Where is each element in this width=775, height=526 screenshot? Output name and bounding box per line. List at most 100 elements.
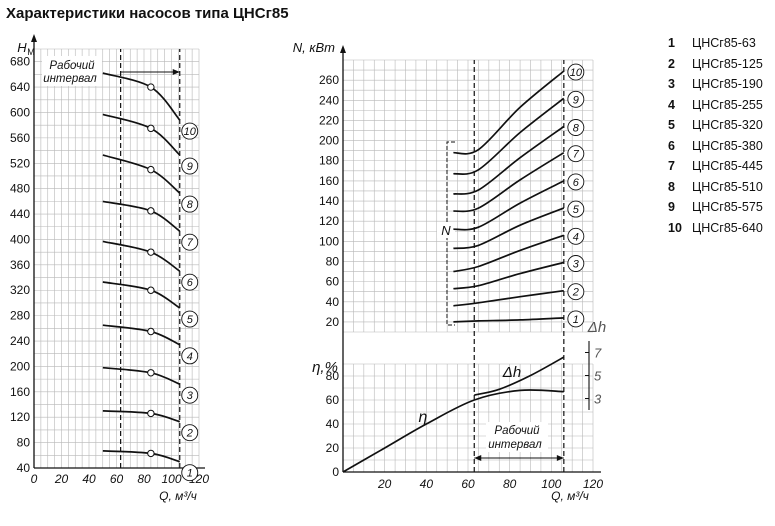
h-curve (102, 450, 181, 463)
rated-point (147, 286, 155, 294)
working-interval-arrowhead (172, 69, 180, 75)
legend-item: 9 ЦНСг85-575 (668, 200, 773, 221)
y-tick-label: 120 (319, 214, 339, 228)
legend-name: ЦНСг85-510 (692, 179, 763, 194)
legend-num: 6 (668, 138, 675, 153)
y-axis-arrow (31, 34, 37, 42)
working-interval-arrowhead (556, 455, 564, 461)
curve-number-badge (181, 273, 199, 291)
curve-number-label: 9 (573, 94, 579, 106)
curve-number-badge (567, 200, 585, 218)
x-axis-label: Q, м³/ч (159, 489, 197, 503)
curve-number-label: 5 (573, 204, 580, 216)
curve-number-badge (567, 283, 585, 301)
y-axis-label: H (17, 40, 27, 55)
curve-number-label: 1 (187, 468, 193, 480)
x-tick-label: 80 (503, 477, 517, 491)
power-curve (453, 317, 564, 323)
curve-number-label: 4 (187, 351, 193, 363)
curve-number-label: 5 (187, 314, 194, 326)
h-curve (102, 240, 181, 272)
power-curve (453, 125, 565, 195)
curve-number-badge (181, 464, 199, 482)
curve-number-badge (181, 386, 199, 404)
legend-num: 2 (668, 56, 675, 71)
y-tick-label: 40 (326, 417, 340, 431)
h-curve (102, 281, 181, 309)
curve-number-badge (181, 424, 199, 442)
n-curve-label: N (441, 223, 451, 238)
y-tick-label: 60 (326, 275, 340, 289)
legend-num: 9 (668, 200, 675, 214)
chart-title: Характеристики насосов типа ЦНСг85 (6, 5, 289, 22)
x-tick-label: 60 (110, 472, 124, 486)
curve-number-label: 7 (187, 237, 194, 249)
rated-point (147, 165, 155, 174)
h-curve (102, 410, 181, 423)
curve-number-badge (567, 310, 585, 328)
y-tick-label: 100 (319, 234, 339, 248)
h-curve (102, 366, 181, 385)
n-label-bg (437, 222, 455, 238)
y-tick-label: 120 (10, 410, 30, 424)
x-tick-label: 60 (461, 477, 475, 491)
power-curve (453, 289, 564, 307)
y-tick-label: 260 (319, 73, 339, 87)
curve-number-label: 7 (573, 149, 580, 161)
h-curve (102, 154, 181, 194)
curve-number-badge (181, 157, 199, 175)
curve-number-label: 10 (570, 67, 583, 79)
working-interval-arrowhead (474, 455, 482, 461)
legend-num: 10 (668, 220, 682, 235)
y-tick-label: 440 (10, 207, 30, 221)
x-tick-label: 100 (161, 472, 181, 486)
legend-name: ЦНСг85-320 (692, 118, 763, 132)
x-tick-label: 40 (420, 477, 434, 491)
working-interval-label: интервал (43, 73, 97, 85)
power-curve (453, 180, 565, 231)
curve-number-label: 2 (186, 428, 193, 440)
rated-point (147, 83, 155, 91)
power-curve (453, 70, 565, 155)
secondary-axis-tick-label: 3 (594, 392, 602, 407)
y-tick-label: 160 (319, 174, 339, 188)
curve-number-badge (181, 195, 199, 213)
secondary-axis-tick-label: 7 (594, 346, 602, 361)
working-interval-label: Рабочий (49, 60, 95, 72)
rated-point (147, 207, 155, 215)
legend-name: ЦНСг85-445 (692, 159, 763, 173)
y-tick-label: 0 (332, 465, 339, 479)
x-tick-label: 100 (541, 477, 561, 491)
legend-name: ЦНСг85-63 (692, 36, 756, 50)
y-tick-label: 240 (10, 334, 30, 348)
rated-point (147, 327, 155, 336)
curve-number-badge (181, 310, 199, 328)
y-tick-label: 280 (10, 309, 30, 323)
y-axis-arrow (340, 45, 346, 53)
curve-number-badge (181, 233, 199, 251)
curve-number-label: 3 (573, 258, 580, 270)
y-tick-label: 140 (319, 194, 339, 208)
y-tick-label: 200 (10, 359, 30, 373)
legend-num: 5 (668, 118, 675, 132)
curve-number-badge (181, 347, 199, 365)
y-tick-label: 180 (319, 154, 339, 168)
y-axis-label-sub: М (27, 47, 35, 57)
h-curve (102, 113, 181, 156)
legend-num: 7 (668, 159, 675, 173)
y-tick-label: 240 (319, 93, 339, 107)
legend-num: 1 (668, 36, 675, 50)
working-interval-label: Рабочий (494, 425, 540, 437)
curve-number-label: 6 (187, 277, 194, 289)
x-tick-label: 20 (54, 472, 69, 486)
x-tick-label: 120 (583, 477, 603, 491)
power-curve (453, 261, 565, 290)
working-interval-label-bg (486, 422, 548, 452)
legend-num: 4 (668, 97, 675, 112)
legend-name: ЦНСг85-255 (692, 97, 763, 112)
y-tick-label: 560 (10, 131, 30, 145)
legend-item: 5 ЦНСг85-320 (668, 118, 773, 139)
rated-point (147, 369, 155, 377)
